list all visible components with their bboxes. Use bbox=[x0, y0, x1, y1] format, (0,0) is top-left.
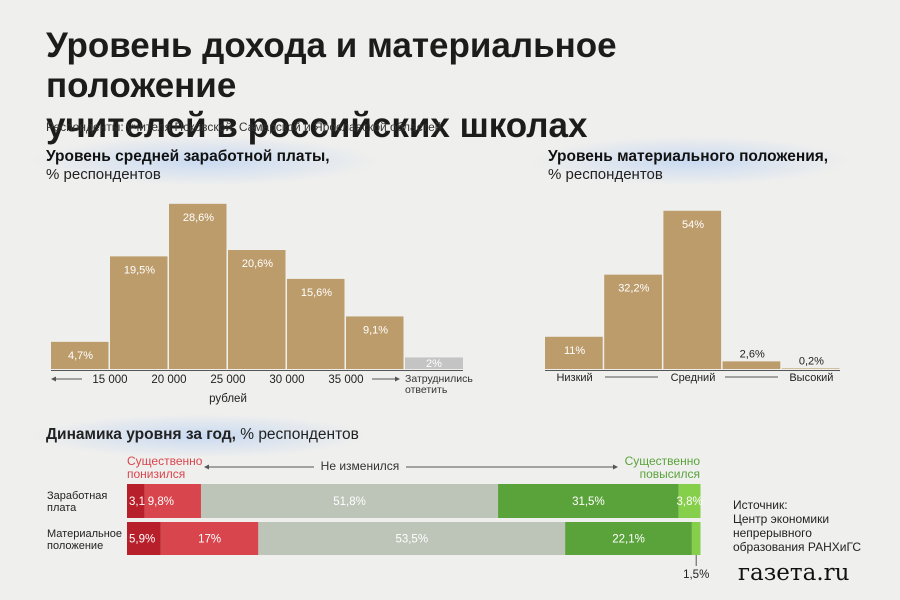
material-bar bbox=[545, 336, 603, 369]
salary-bar bbox=[346, 316, 404, 369]
material-bar-value-label: 54% bbox=[682, 219, 704, 231]
dyn-segment bbox=[565, 522, 692, 555]
material-bar bbox=[663, 210, 722, 369]
salary-chart-title: Уровень средней заработной платы, bbox=[46, 148, 330, 165]
dyn-segment-value-label: 1,5% bbox=[683, 569, 709, 581]
salary-x-tick-label: 25 000 bbox=[210, 374, 245, 386]
salary-x-tick-label: 15 000 bbox=[92, 374, 127, 386]
material-x-tick-label: Низкий bbox=[556, 372, 592, 384]
page-title-line-1: Уровень дохода и материальное положение bbox=[46, 26, 617, 105]
dyn-segment-value-label: 51,8% bbox=[333, 496, 366, 508]
salary-x-tick-label: 30 000 bbox=[269, 374, 304, 386]
dynamics-chart-unit: % респондентов bbox=[235, 426, 359, 443]
salary-right-arrow-head bbox=[395, 376, 400, 382]
dyn-segment bbox=[498, 484, 679, 518]
material-bar bbox=[722, 361, 781, 369]
salary-bar bbox=[110, 256, 168, 369]
material-bar-value-label: 11% bbox=[564, 345, 585, 357]
source-line-2: Центр экономики bbox=[733, 512, 830, 526]
dyn-segment bbox=[200, 484, 499, 518]
salary-x-tick-label: 35 000 bbox=[328, 374, 363, 386]
salary-bar-value-label: 20,6% bbox=[242, 258, 273, 270]
material-bar-value-label: 0,2% bbox=[799, 355, 824, 367]
salary-bar-value-label: 9,1% bbox=[363, 324, 388, 336]
dyn-segment bbox=[127, 522, 161, 555]
dyn-segment-value-label: 53,5% bbox=[395, 534, 428, 546]
salary-bar-value-label: 4,7% bbox=[68, 350, 93, 362]
dyn-segment-value-label: 22,1% bbox=[612, 534, 645, 546]
material-chart-title: Уровень материального положения, bbox=[548, 148, 829, 165]
dyn-header-arrow-right bbox=[613, 464, 618, 470]
dynamics-chart-heading: Динамика уровня за год, % респондентов bbox=[46, 426, 359, 444]
salary-bar-value-label: 19,5% bbox=[124, 264, 155, 276]
dyn-row-label-line-1: Материальное bbox=[47, 528, 122, 540]
salary-x-axis-label: рублей bbox=[209, 393, 247, 405]
source-line-3: непрерывного bbox=[733, 526, 812, 540]
dyn-segment-value-label: 3,8% bbox=[676, 496, 702, 508]
page-title: Уровень дохода и материальное положение … bbox=[46, 26, 806, 146]
dyn-segment bbox=[127, 484, 145, 518]
source-line-4: образования РАНХиГС bbox=[733, 540, 862, 554]
salary-unsure-label-line-2: ответить bbox=[405, 384, 448, 396]
material-bar bbox=[781, 368, 840, 369]
salary-bar bbox=[228, 250, 286, 369]
dyn-segment bbox=[691, 522, 701, 555]
dyn-header-up-line-1: Существенно bbox=[625, 454, 701, 468]
material-bar-value-label: 32,2% bbox=[618, 283, 649, 295]
dyn-segment-value-label: 17% bbox=[198, 534, 221, 546]
dyn-segment-value-label: 5,9% bbox=[129, 534, 155, 546]
salary-unsure-label-line-1: Затруднились bbox=[405, 373, 473, 385]
dyn-row-label-line-1: Заработная bbox=[47, 490, 107, 502]
dyn-segment bbox=[144, 484, 201, 518]
salary-unsure-bar bbox=[405, 357, 463, 369]
source-note: Источник: Центр экономики непрерывного о… bbox=[733, 498, 861, 554]
dyn-segment-value-label: 31,5% bbox=[572, 496, 605, 508]
salary-left-arrow-head bbox=[51, 376, 56, 382]
material-chart: 11% 32,2% 54% 2,6% 0,2% Низкий Средний Высокий bbox=[545, 210, 840, 384]
dyn-segment bbox=[678, 484, 701, 518]
salary-chart-unit: % респондентов bbox=[46, 166, 161, 183]
material-title-highlight bbox=[530, 136, 850, 186]
source-line-1: Источник: bbox=[733, 498, 788, 512]
material-bar bbox=[604, 274, 662, 369]
page-subtitle: Респонденты: учителя Псковской, Самарско… bbox=[46, 120, 442, 134]
dynamics-title-highlight bbox=[30, 414, 370, 458]
page-title-line-2: учителей в российских школах bbox=[46, 106, 588, 145]
material-x-tick-label: Высокий bbox=[789, 372, 833, 384]
dynamics-chart-title: Динамика уровня за год, bbox=[46, 426, 236, 443]
material-x-tick-label: Средний bbox=[671, 372, 716, 384]
dyn-segment bbox=[258, 522, 566, 555]
salary-title-highlight bbox=[30, 136, 380, 186]
dyn-row-label-line-2: положение bbox=[47, 540, 103, 552]
dyn-header-down-line-1: Существенно bbox=[127, 454, 203, 468]
dyn-header-arrow-left bbox=[204, 464, 209, 470]
salary-bar-value-label: 28,6% bbox=[183, 212, 214, 224]
material-chart-unit: % респондентов bbox=[548, 166, 663, 183]
dyn-header-up-line-2: повысился bbox=[640, 467, 700, 481]
gazeta-logo: газета.ru bbox=[738, 560, 850, 586]
salary-bar-value-label: 15,6% bbox=[301, 287, 332, 299]
dyn-segment-value-label: 9,8% bbox=[148, 496, 174, 508]
salary-bar bbox=[51, 341, 109, 369]
dyn-segment bbox=[160, 522, 259, 555]
salary-bar bbox=[169, 203, 227, 369]
dyn-header-down-line-2: понизился bbox=[127, 467, 185, 481]
salary-chart: 4,7% 19,5% 28,6% 20,6% 15,6% 9,1% 2% Затруднили… bbox=[51, 203, 473, 405]
dyn-header-middle: Не изменился bbox=[321, 459, 400, 473]
salary-x-tick-label: 20 000 bbox=[151, 374, 186, 386]
salary-bar bbox=[287, 278, 345, 369]
salary-unsure-value-label: 2% bbox=[426, 358, 442, 370]
dyn-row-label-line-2: плата bbox=[47, 502, 77, 514]
material-bar-value-label: 2,6% bbox=[740, 348, 765, 360]
